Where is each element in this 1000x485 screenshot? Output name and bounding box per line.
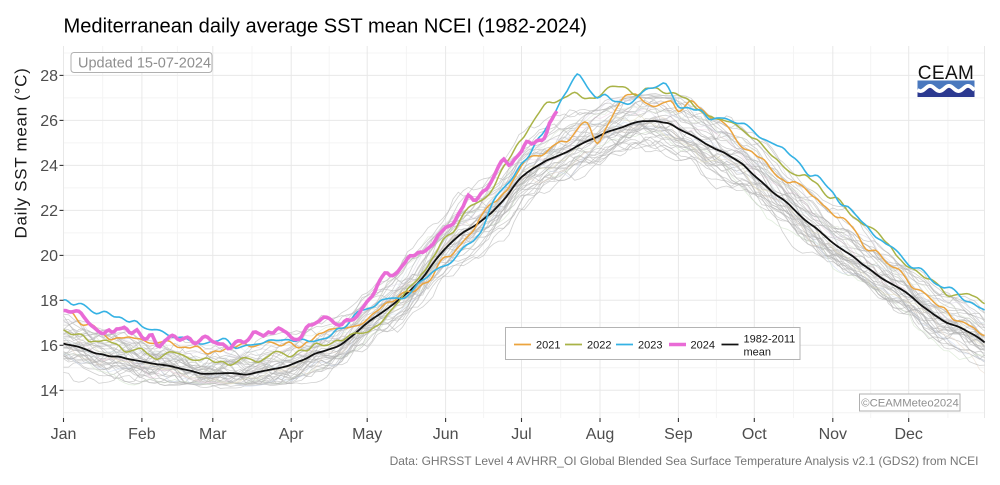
svg-text:Aug: Aug xyxy=(586,426,614,443)
svg-text:CEAM: CEAM xyxy=(918,63,975,84)
svg-text:2021: 2021 xyxy=(536,340,560,352)
svg-text:Oct: Oct xyxy=(742,426,767,443)
svg-text:mean: mean xyxy=(744,347,772,359)
svg-text:Mar: Mar xyxy=(199,426,227,443)
svg-text:2022: 2022 xyxy=(587,340,611,352)
svg-text:24: 24 xyxy=(40,158,58,175)
svg-text:Feb: Feb xyxy=(128,426,156,443)
svg-text:Updated 15-07-2024: Updated 15-07-2024 xyxy=(78,56,211,72)
svg-text:14: 14 xyxy=(40,383,58,400)
svg-text:18: 18 xyxy=(40,293,58,310)
svg-text:1982-2011: 1982-2011 xyxy=(744,334,796,346)
svg-text:May: May xyxy=(352,426,382,443)
svg-text:26: 26 xyxy=(40,113,58,130)
svg-text:Data: GHRSST Level 4 AVHRR_OI: Data: GHRSST Level 4 AVHRR_OI Global Ble… xyxy=(390,454,979,468)
svg-text:22: 22 xyxy=(40,203,58,220)
svg-text:Apr: Apr xyxy=(279,426,305,443)
svg-text:16: 16 xyxy=(40,338,58,355)
svg-text:Mediterranean daily average SS: Mediterranean daily average SST mean NCE… xyxy=(64,16,587,38)
svg-text:©CEAMMeteo2024: ©CEAMMeteo2024 xyxy=(861,398,959,410)
svg-text:Jul: Jul xyxy=(511,426,531,443)
svg-text:Sep: Sep xyxy=(664,426,693,443)
svg-text:2024: 2024 xyxy=(691,340,715,352)
svg-text:Dec: Dec xyxy=(894,426,922,443)
svg-text:Nov: Nov xyxy=(819,426,847,443)
svg-text:Daily SST mean (°C): Daily SST mean (°C) xyxy=(12,68,31,239)
svg-text:Jan: Jan xyxy=(51,426,77,443)
svg-text:2023: 2023 xyxy=(638,340,662,352)
svg-text:28: 28 xyxy=(40,68,58,85)
svg-text:20: 20 xyxy=(40,248,58,265)
svg-text:Jun: Jun xyxy=(433,426,459,443)
